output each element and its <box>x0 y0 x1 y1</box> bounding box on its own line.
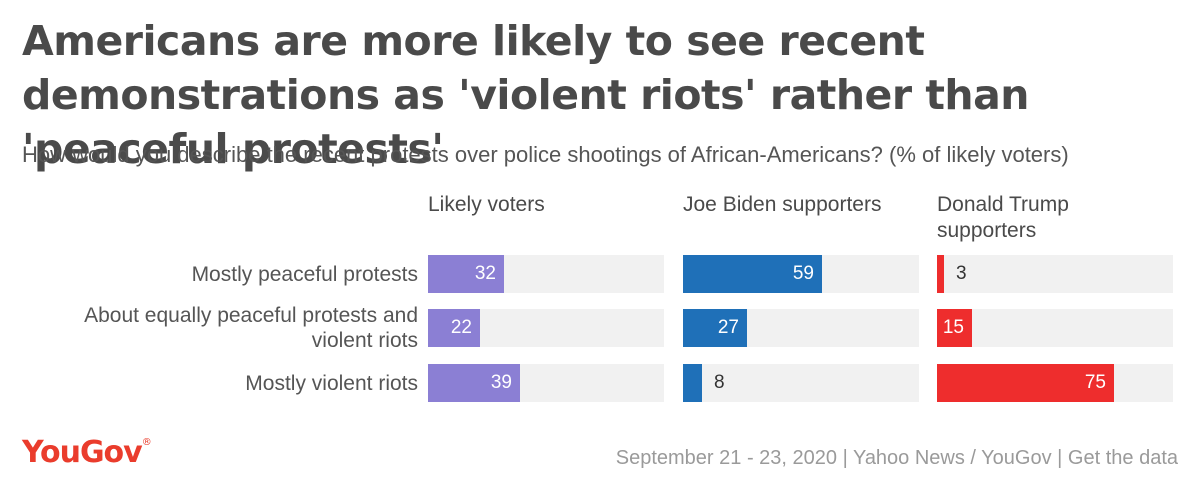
bar-track: 8 <box>683 364 919 402</box>
chart-title: Americans are more likely to see recent … <box>22 17 1029 173</box>
panel-header: Donald Trump supporters <box>937 193 1069 242</box>
data-label: 39 <box>490 372 512 393</box>
data-label: 8 <box>714 372 725 393</box>
bar[interactable] <box>937 309 972 347</box>
bar[interactable] <box>683 364 702 402</box>
bar[interactable] <box>683 309 747 347</box>
yougov-logo[interactable]: YouGov® <box>22 435 152 470</box>
data-label: 22 <box>450 317 472 338</box>
bar-track: 59 <box>683 255 919 293</box>
data-label: 75 <box>1084 372 1106 393</box>
bar-track: 32 <box>428 255 664 293</box>
panel-header: Joe Biden supporters <box>683 193 882 216</box>
panel-header: Likely voters <box>428 193 545 216</box>
bar-track: 3 <box>937 255 1173 293</box>
category-label: Mostly violent riots <box>245 371 418 395</box>
data-label: 3 <box>956 263 967 284</box>
category-label: Mostly peaceful protests <box>191 262 418 286</box>
category-label: About equally peaceful protests and viol… <box>84 304 418 352</box>
data-label: 59 <box>792 263 814 284</box>
bar[interactable] <box>937 364 1114 402</box>
bar-track: 15 <box>937 309 1173 347</box>
bar-track: 27 <box>683 309 919 347</box>
bar-track: 75 <box>937 364 1173 402</box>
bar[interactable] <box>428 309 480 347</box>
bar-track: 39 <box>428 364 664 402</box>
bar-track: 22 <box>428 309 664 347</box>
bar[interactable] <box>683 255 822 293</box>
logo-text: YouGov <box>22 435 143 470</box>
data-label: 32 <box>474 263 496 284</box>
data-label: 27 <box>717 317 739 338</box>
data-label: 15 <box>942 317 964 338</box>
bar[interactable] <box>937 255 944 293</box>
chart-subtitle: How would you describe the recent protes… <box>22 142 1069 167</box>
bar[interactable] <box>428 364 520 402</box>
registered-mark: ® <box>141 437 152 448</box>
source-note: September 21 - 23, 2020 | Yahoo News / Y… <box>615 447 1178 469</box>
bar[interactable] <box>428 255 504 293</box>
